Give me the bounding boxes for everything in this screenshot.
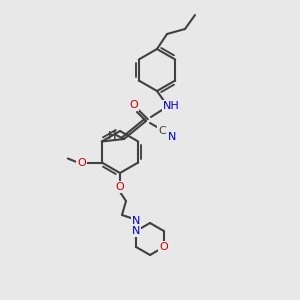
Text: O: O <box>160 242 168 252</box>
Text: O: O <box>130 100 138 110</box>
Text: NH: NH <box>163 101 179 111</box>
Text: N: N <box>132 226 140 236</box>
Text: NH: NH <box>163 101 179 111</box>
Text: O: O <box>160 242 168 252</box>
Text: C: C <box>158 126 166 136</box>
Text: O: O <box>77 158 86 167</box>
Text: N: N <box>132 226 140 236</box>
Text: N: N <box>132 216 140 226</box>
Text: N: N <box>168 132 176 142</box>
Text: O: O <box>130 100 138 110</box>
Text: O: O <box>116 182 124 192</box>
Text: O: O <box>116 182 124 192</box>
Text: H: H <box>108 131 116 141</box>
Text: N: N <box>168 132 176 142</box>
Text: H: H <box>108 131 116 141</box>
Text: C: C <box>158 126 166 136</box>
Text: N: N <box>132 216 140 226</box>
Text: O: O <box>77 158 86 167</box>
